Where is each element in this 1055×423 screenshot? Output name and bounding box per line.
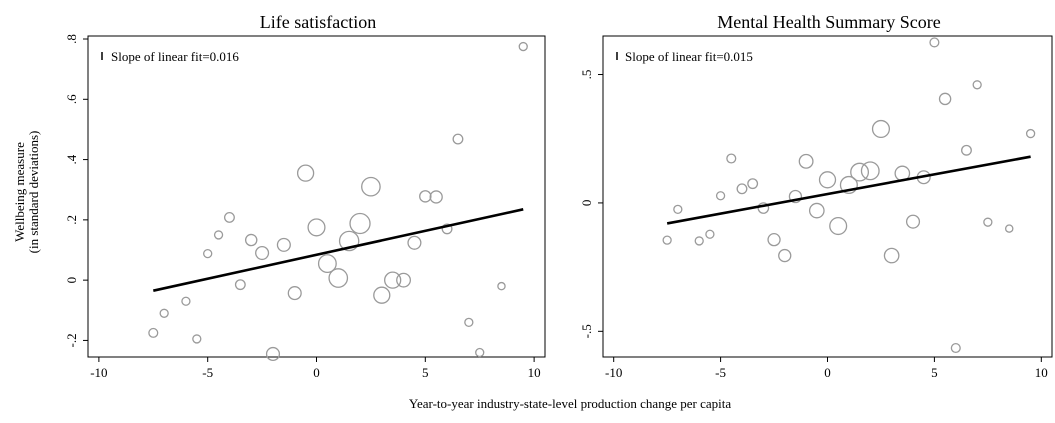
scatter-point xyxy=(148,327,159,338)
scatter-point xyxy=(736,183,748,195)
scatter-point xyxy=(407,235,422,250)
scatter-point xyxy=(767,232,781,247)
scatter-point xyxy=(747,178,759,190)
scatter-point xyxy=(203,248,213,259)
scatter-point xyxy=(715,191,726,201)
scatter-point xyxy=(384,271,402,289)
scatter-point xyxy=(662,235,672,245)
scatter-point xyxy=(287,286,302,301)
chart-panel-life-satisfaction: Life satisfaction -10 -5 0 5 10-.20.2.4.6.8 … xyxy=(64,12,546,380)
scatter-point xyxy=(441,223,453,235)
x-axis-label: Year-to-year industry-state-level produc… xyxy=(409,396,731,411)
scatter-point xyxy=(1025,128,1036,139)
scatter-point xyxy=(224,211,235,223)
scatter-point xyxy=(778,248,792,263)
scatter-point xyxy=(839,175,858,194)
scatter-point xyxy=(883,247,900,264)
scatter-point xyxy=(296,164,315,182)
scatter-point xyxy=(328,268,349,288)
x-tick-label: -5 xyxy=(715,365,726,380)
y-tick-label: .2 xyxy=(64,215,79,225)
scatter-point xyxy=(419,190,432,203)
x-tick-label: 10 xyxy=(1035,365,1048,380)
x-tick-label: -10 xyxy=(605,365,622,380)
scatter-point xyxy=(255,245,270,261)
plot-area: -10 -5 0 5 10 -.5 0 .5 xyxy=(579,37,1048,380)
scatter-point xyxy=(950,342,961,354)
chart-panel-mental-health: Mental Health Summary Score -10 -5 0 5 10 -.5… xyxy=(579,12,1053,380)
scatter-point xyxy=(798,153,814,169)
scatter-point xyxy=(192,334,202,344)
scatter-point xyxy=(159,308,169,318)
scatter-point xyxy=(213,230,224,240)
y-tick-label: -.5 xyxy=(579,324,594,338)
scatter-point xyxy=(244,233,258,247)
scatter-point xyxy=(905,214,921,229)
y-tick-label: -.2 xyxy=(64,333,79,347)
plot-frame xyxy=(87,35,546,358)
scatter-point xyxy=(788,189,803,204)
x-tick-label: 5 xyxy=(931,365,938,380)
y-tick-label: .5 xyxy=(579,70,594,80)
y-tick-label: .4 xyxy=(64,154,79,164)
chart-title: Mental Health Summary Score xyxy=(717,12,940,32)
scatter-point xyxy=(181,296,191,306)
scatter-point xyxy=(518,41,528,52)
x-tick-label: -5 xyxy=(202,365,213,380)
scatter-point xyxy=(808,202,825,219)
scatter-point xyxy=(396,272,411,288)
scatter-point xyxy=(972,80,982,90)
x-tick-label: 0 xyxy=(824,365,831,380)
x-tick-label: -10 xyxy=(90,365,107,380)
scatter-point xyxy=(860,161,880,181)
scatter-point xyxy=(850,162,870,182)
legend-text: Slope of linear fit=0.016 xyxy=(111,49,239,64)
x-tick-label: 10 xyxy=(528,365,541,380)
y-axis-label-line2: (in standard deviations) xyxy=(26,131,41,254)
scatter-point xyxy=(265,346,281,362)
scatter-point xyxy=(938,92,952,106)
scatter-point xyxy=(983,217,993,227)
scatter-point xyxy=(961,144,972,156)
scatter-point xyxy=(349,212,371,235)
scatter-point xyxy=(829,216,848,236)
scatter-point xyxy=(234,279,246,291)
fit-line xyxy=(666,155,1031,225)
scatter-point xyxy=(818,171,837,189)
plot-area: -10 -5 0 5 10 -.2 0 .2 .4 .6 .8 xyxy=(64,34,541,380)
x-tick-label: 0 xyxy=(313,365,320,380)
scatter-point xyxy=(429,190,443,204)
scatter-point xyxy=(361,176,381,197)
scatter-point xyxy=(726,153,737,164)
scatter-point xyxy=(307,218,326,237)
chart-title: Life satisfaction xyxy=(260,12,376,32)
fit-line xyxy=(153,208,524,292)
scatter-point xyxy=(497,281,506,291)
scatter-point xyxy=(452,133,464,145)
y-tick-label: 0 xyxy=(579,200,594,207)
scatter-point xyxy=(929,37,940,48)
y-tick-label: .6 xyxy=(64,94,79,104)
scatter-point xyxy=(373,286,391,304)
scatter-point xyxy=(673,204,683,214)
y-tick-label: 0 xyxy=(64,277,79,284)
scatter-point xyxy=(475,347,485,358)
scatter-point xyxy=(694,236,704,246)
scatter-point xyxy=(871,119,891,139)
y-axis-label-line1: Wellbeing measure xyxy=(12,142,27,242)
scatter-point xyxy=(317,254,337,274)
scatter-point xyxy=(705,229,715,239)
scatter-point xyxy=(276,237,291,252)
legend-text: Slope of linear fit=0.015 xyxy=(625,49,753,64)
scatter-point xyxy=(1004,224,1014,233)
x-tick-label: 5 xyxy=(422,365,429,380)
plot-frame xyxy=(602,35,1053,358)
scatter-point xyxy=(464,317,474,327)
scatter-point xyxy=(338,230,360,252)
y-tick-label: .8 xyxy=(64,34,79,44)
